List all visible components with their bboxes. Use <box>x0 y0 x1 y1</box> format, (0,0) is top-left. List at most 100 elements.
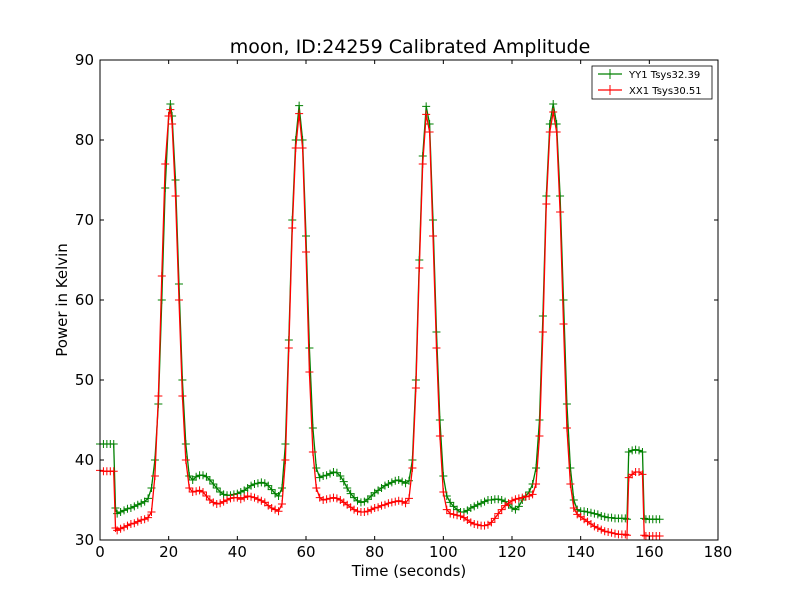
data-point <box>623 531 632 540</box>
data-point <box>370 504 379 512</box>
data-point <box>521 492 530 501</box>
data-point <box>497 496 506 504</box>
data-point <box>418 160 427 168</box>
data-point <box>391 497 400 506</box>
data-point <box>209 480 218 488</box>
data-point <box>597 525 606 534</box>
data-point <box>466 518 475 527</box>
data-point <box>223 496 232 504</box>
data-point <box>243 492 252 500</box>
data-point <box>308 424 317 432</box>
data-point <box>109 467 118 476</box>
data-point <box>291 144 300 152</box>
data-point <box>545 120 554 128</box>
data-point <box>394 476 403 484</box>
data-point <box>583 508 592 516</box>
data-point <box>166 105 175 114</box>
data-point <box>281 456 290 464</box>
data-point <box>473 500 482 509</box>
data-point <box>339 477 348 486</box>
data-point <box>518 493 527 502</box>
data-point <box>590 522 599 531</box>
data-point <box>140 515 149 524</box>
data-point <box>405 494 413 503</box>
data-point <box>607 513 616 522</box>
data-point <box>411 384 420 392</box>
chart-title: moon, ID:24259 Calibrated Amplitude <box>230 36 591 58</box>
data-point <box>113 526 122 535</box>
data-point <box>250 493 259 502</box>
data-point <box>257 478 266 487</box>
data-point <box>350 493 359 502</box>
data-point <box>367 492 376 500</box>
data-point <box>284 344 293 352</box>
data-point <box>549 100 558 108</box>
data-point <box>192 487 201 496</box>
data-point <box>161 160 170 168</box>
data-point <box>422 110 431 119</box>
data-point <box>305 368 314 376</box>
data-point <box>120 523 129 532</box>
data-point <box>192 472 201 481</box>
data-point <box>164 112 173 120</box>
data-point <box>209 498 218 507</box>
data-point <box>466 504 475 512</box>
data-point <box>277 500 286 508</box>
data-point <box>363 495 372 504</box>
data-point <box>178 392 187 400</box>
data-point <box>442 505 451 514</box>
data-point <box>528 490 537 499</box>
data-point <box>562 400 571 408</box>
data-point <box>655 515 664 524</box>
legend-label-xx1: XX1 Tsys30.51 <box>629 86 702 97</box>
y-axis-label: Power in Kelvin <box>53 243 71 357</box>
legend-label-yy1: YY1 Tsys32.39 <box>628 70 700 81</box>
y-tick-label: 70 <box>75 211 94 229</box>
data-point <box>295 101 304 110</box>
data-point <box>367 505 376 514</box>
data-point <box>150 472 159 480</box>
data-point <box>456 512 465 520</box>
data-point <box>511 505 520 514</box>
data-point <box>559 320 568 328</box>
data-point <box>322 495 331 504</box>
data-point <box>274 507 283 516</box>
x-tick-label: 120 <box>498 543 527 561</box>
data-point <box>621 530 630 539</box>
data-point <box>600 512 609 521</box>
data-point <box>391 476 400 485</box>
data-point <box>470 520 479 528</box>
data-point <box>188 476 197 484</box>
data-point <box>130 519 139 528</box>
data-point <box>590 509 599 518</box>
data-point <box>322 471 331 480</box>
data-point <box>336 472 345 480</box>
data-point <box>195 486 204 495</box>
data-point <box>171 192 180 200</box>
data-point <box>597 512 606 520</box>
data-point <box>415 264 424 272</box>
data-point <box>240 493 249 502</box>
data-point <box>408 464 417 472</box>
data-point <box>346 489 355 498</box>
y-tick-label: 90 <box>75 51 94 69</box>
data-point <box>267 485 276 494</box>
data-point <box>562 424 571 432</box>
data-point <box>655 532 664 540</box>
data-point <box>514 494 523 503</box>
data-point <box>123 504 132 513</box>
data-point <box>446 509 455 518</box>
data-point <box>425 120 434 128</box>
data-point <box>545 128 554 136</box>
y-tick-label: 50 <box>75 371 94 389</box>
data-point <box>353 507 362 516</box>
data-point <box>374 503 383 512</box>
series-line-1 <box>99 109 660 537</box>
data-point <box>350 505 359 514</box>
x-axis-label: Time (seconds) <box>351 562 467 580</box>
data-point <box>387 498 396 507</box>
data-point <box>600 527 609 536</box>
data-point <box>257 496 266 505</box>
data-point <box>133 500 142 509</box>
data-point <box>429 232 438 240</box>
